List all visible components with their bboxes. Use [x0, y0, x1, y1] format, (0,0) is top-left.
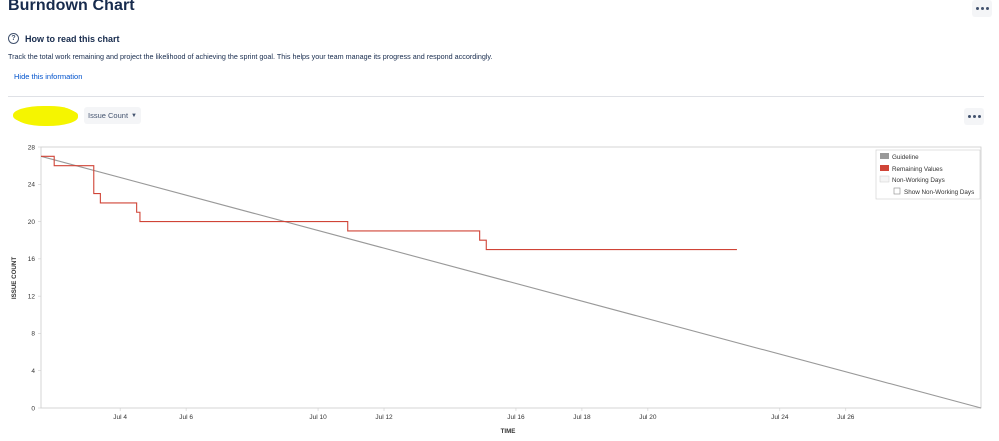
y-tick-label: 16 — [28, 256, 36, 263]
x-tick-label: Jul 20 — [639, 414, 657, 421]
info-header: ? How to read this chart — [8, 33, 120, 44]
x-tick-label: Jul 12 — [375, 414, 393, 421]
legend: Guideline Remaining Values Non-Working D… — [875, 149, 981, 200]
plot-area — [40, 146, 982, 409]
page-title: Burndown Chart — [8, 0, 135, 14]
info-title: How to read this chart — [25, 33, 120, 44]
x-tick-label: Jul 16 — [507, 414, 525, 421]
remaining-values-series — [41, 155, 737, 251]
more-icon — [975, 7, 979, 10]
statistic-dropdown[interactable]: Issue Count ▼ — [84, 107, 141, 124]
y-axis-title: ISSUE COUNT — [11, 257, 18, 300]
legend-label-guideline: Guideline — [892, 154, 919, 161]
y-tick-label: 20 — [28, 219, 36, 226]
redacted-board-name — [15, 107, 76, 125]
legend-swatch-nonworking — [879, 175, 890, 183]
page-more-button[interactable] — [972, 0, 992, 17]
x-tick-label: Jul 18 — [573, 414, 591, 421]
x-axis: Jul 4 Jul 6 Jul 10 Jul 12 Jul 16 Jul 18 Jul 20… — [113, 408, 855, 421]
legend-label-remaining: Remaining Values — [892, 166, 943, 173]
x-tick-label: Jul 10 — [309, 414, 327, 421]
caret-down-icon: ▼ — [131, 112, 137, 119]
y-axis: 0 4 8 12 16 20 24 28 — [28, 144, 41, 412]
hide-info-link[interactable]: Hide this information — [14, 72, 83, 81]
x-tick-label: Jul 24 — [771, 414, 789, 421]
legend-swatch-guideline — [880, 153, 889, 159]
y-tick-label: 12 — [28, 293, 36, 300]
y-tick-label: 24 — [28, 182, 36, 189]
statistic-dropdown-label: Issue Count — [88, 111, 129, 120]
show-nonworking-label: Show Non-Working Days — [904, 189, 974, 196]
y-tick-label: 0 — [31, 405, 35, 412]
question-circle-icon: ? — [8, 33, 19, 44]
legend-label-nonworking: Non-Working Days — [892, 177, 945, 184]
legend-swatch-remaining — [880, 165, 889, 171]
x-tick-label: Jul 4 — [113, 414, 127, 421]
y-tick-label: 8 — [31, 331, 35, 338]
x-tick-label: Jul 6 — [179, 414, 193, 421]
divider — [8, 96, 984, 97]
y-tick-label: 4 — [31, 368, 35, 375]
guideline-series — [40, 155, 982, 409]
y-tick-label: 28 — [28, 144, 36, 151]
x-axis-title: TIME — [501, 428, 516, 435]
series-layer — [40, 155, 982, 409]
legend-box — [875, 149, 981, 200]
chart-more-button[interactable] — [964, 108, 984, 125]
show-nonworking-checkbox[interactable] — [893, 187, 901, 195]
more-icon — [967, 115, 971, 118]
x-tick-label: Jul 26 — [837, 414, 855, 421]
info-description: Track the total work remaining and proje… — [8, 52, 493, 61]
